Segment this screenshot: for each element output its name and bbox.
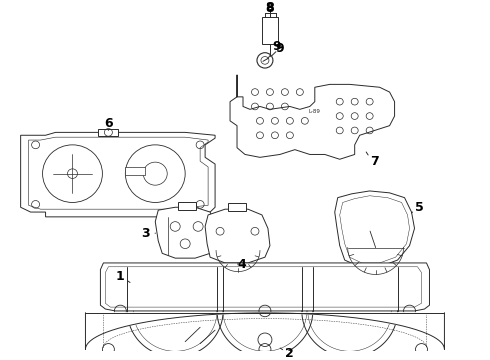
FancyBboxPatch shape <box>178 202 196 210</box>
Polygon shape <box>21 132 215 217</box>
FancyBboxPatch shape <box>125 167 145 175</box>
Text: 2: 2 <box>286 347 294 360</box>
Text: 8: 8 <box>266 2 274 15</box>
Text: 1: 1 <box>116 270 125 283</box>
Polygon shape <box>335 191 415 267</box>
Text: 5: 5 <box>415 201 424 214</box>
FancyBboxPatch shape <box>228 203 246 211</box>
Polygon shape <box>230 75 394 159</box>
Text: 8: 8 <box>266 1 274 14</box>
Text: 4: 4 <box>238 258 246 271</box>
FancyBboxPatch shape <box>262 17 278 44</box>
Text: 6: 6 <box>104 117 113 130</box>
Polygon shape <box>85 313 444 349</box>
FancyBboxPatch shape <box>98 129 119 136</box>
Polygon shape <box>205 209 270 263</box>
Polygon shape <box>100 263 429 311</box>
Text: 9: 9 <box>272 40 281 53</box>
Polygon shape <box>155 207 215 258</box>
Text: L-89: L-89 <box>309 109 321 114</box>
Text: 9: 9 <box>275 42 284 55</box>
Text: 7: 7 <box>370 155 379 168</box>
Text: 3: 3 <box>141 227 149 240</box>
